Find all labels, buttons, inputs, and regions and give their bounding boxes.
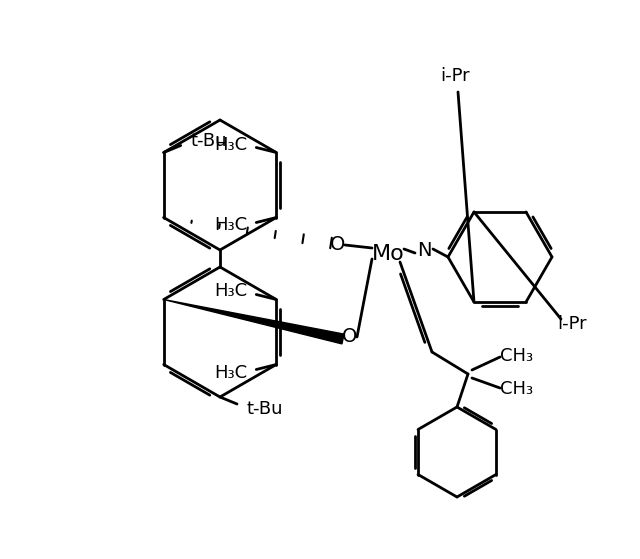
Text: H₃C: H₃C	[215, 135, 248, 154]
Text: H₃C: H₃C	[215, 363, 248, 381]
Text: CH₃: CH₃	[500, 347, 534, 365]
Text: O: O	[342, 328, 358, 347]
Text: Mo: Mo	[372, 244, 404, 264]
Text: t-Bu: t-Bu	[191, 131, 227, 149]
Text: H₃C: H₃C	[215, 216, 248, 234]
Text: O: O	[330, 235, 346, 254]
Text: H₃C: H₃C	[215, 282, 248, 301]
Text: CH₃: CH₃	[500, 380, 534, 398]
Text: i-Pr: i-Pr	[557, 315, 587, 333]
Text: t-Bu: t-Bu	[247, 400, 284, 418]
Polygon shape	[164, 300, 344, 344]
Text: i-Pr: i-Pr	[440, 67, 470, 85]
Text: N: N	[417, 241, 431, 260]
